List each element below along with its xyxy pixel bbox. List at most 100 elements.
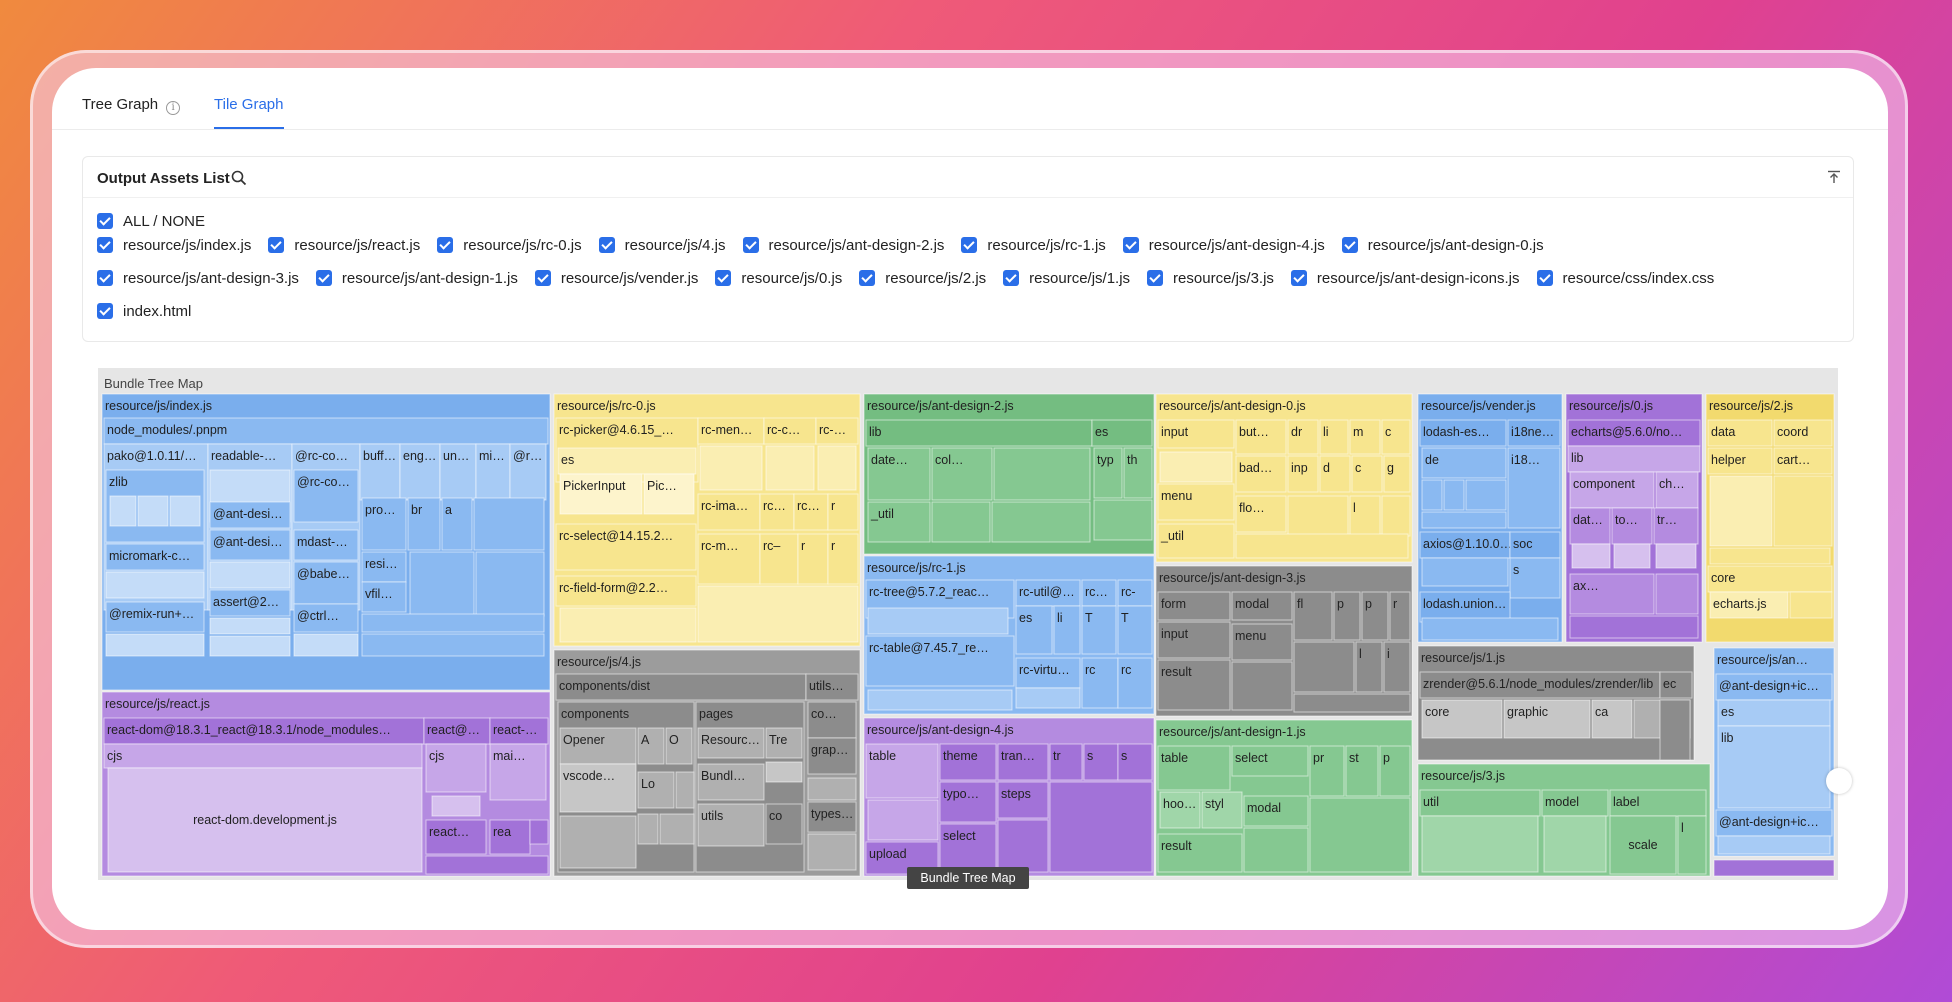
treemap-node[interactable] <box>697 727 765 759</box>
treemap-leaf[interactable] <box>1773 475 1833 547</box>
treemap-node[interactable] <box>1773 419 1833 447</box>
treemap-leaf[interactable] <box>1309 797 1411 873</box>
treemap-leaf[interactable] <box>807 777 857 801</box>
asset-checkbox[interactable]: resource/css/index.css <box>1536 270 1714 287</box>
treemap-node[interactable] <box>1677 815 1707 875</box>
treemap-node[interactable] <box>103 717 425 745</box>
treemap-node[interactable] <box>1015 657 1081 689</box>
treemap-leaf[interactable] <box>697 585 859 643</box>
treemap-node[interactable] <box>1015 605 1053 655</box>
treemap-leaf[interactable] <box>169 495 201 527</box>
treemap-node[interactable] <box>931 447 993 501</box>
treemap-leaf[interactable] <box>637 813 659 845</box>
treemap-node[interactable] <box>765 803 803 845</box>
checkbox-all-none[interactable]: ALL / NONE <box>97 213 205 230</box>
treemap-node[interactable] <box>1083 743 1119 781</box>
treemap-node[interactable] <box>1419 789 1541 817</box>
treemap-leaf[interactable] <box>293 633 359 657</box>
treemap-node[interactable] <box>209 529 291 561</box>
treemap-node[interactable] <box>439 443 477 501</box>
treemap-node[interactable] <box>1609 815 1677 875</box>
treemap-node[interactable] <box>865 635 1015 687</box>
treemap-node[interactable] <box>827 533 859 585</box>
treemap-node[interactable] <box>293 603 359 633</box>
treemap-leaf[interactable] <box>1287 495 1349 537</box>
treemap-leaf[interactable] <box>209 617 291 635</box>
treemap-node[interactable] <box>399 443 441 501</box>
treemap-node[interactable] <box>359 443 401 501</box>
treemap-leaf[interactable] <box>529 819 549 845</box>
treemap-node[interactable] <box>865 743 939 799</box>
treemap-node[interactable] <box>1609 789 1707 817</box>
asset-checkbox[interactable]: resource/js/4.js <box>598 237 726 254</box>
treemap-leaf[interactable] <box>209 635 291 657</box>
treemap-node[interactable] <box>209 589 291 617</box>
treemap-node[interactable] <box>1293 591 1333 641</box>
asset-checkbox[interactable]: resource/js/rc-0.js <box>437 237 582 254</box>
treemap-leaf[interactable] <box>209 561 291 589</box>
treemap-node[interactable] <box>765 727 803 759</box>
treemap-leaf[interactable] <box>559 607 697 643</box>
treemap-node[interactable] <box>1659 671 1693 699</box>
treemap-node[interactable] <box>1351 455 1383 493</box>
asset-checkbox[interactable]: resource/js/0.js <box>715 270 842 287</box>
treemap-node[interactable] <box>1709 591 1789 619</box>
treemap-node[interactable] <box>105 601 205 633</box>
treemap-node[interactable] <box>1421 447 1507 479</box>
treemap-node[interactable] <box>697 417 765 445</box>
treemap-leaf[interactable] <box>807 833 857 871</box>
treemap-node[interactable] <box>1383 641 1411 693</box>
treemap-leaf[interactable] <box>361 633 545 657</box>
treemap-node[interactable] <box>793 493 829 531</box>
treemap-node[interactable] <box>103 743 423 769</box>
search-icon[interactable] <box>230 169 248 187</box>
treemap-leaf[interactable] <box>137 495 169 527</box>
treemap-node[interactable] <box>1231 745 1309 777</box>
treemap-node[interactable] <box>555 575 697 607</box>
treemap-node[interactable] <box>1717 699 1831 727</box>
treemap-node[interactable] <box>1117 657 1153 709</box>
treemap-leaf[interactable] <box>1655 543 1697 569</box>
treemap-node[interactable] <box>1655 471 1699 509</box>
treemap-node[interactable] <box>1287 455 1319 493</box>
treemap-leaf[interactable] <box>765 761 803 783</box>
treemap-node[interactable] <box>1383 455 1411 493</box>
treemap-node[interactable] <box>559 763 637 813</box>
treemap-node[interactable] <box>827 493 859 531</box>
asset-checkbox[interactable]: resource/js/2.js <box>859 270 986 287</box>
treemap-leaf[interactable] <box>1709 475 1773 547</box>
treemap-leaf[interactable] <box>1015 687 1081 709</box>
treemap-leaf[interactable] <box>1717 835 1831 855</box>
treemap-node[interactable] <box>1157 621 1231 659</box>
treemap-node[interactable] <box>1715 809 1833 837</box>
treemap-node[interactable] <box>1507 419 1561 447</box>
asset-checkbox[interactable]: resource/js/vender.js <box>534 270 698 287</box>
treemap-node[interactable] <box>697 493 761 531</box>
treemap-leaf[interactable] <box>1243 827 1309 873</box>
treemap-node[interactable] <box>1419 591 1511 623</box>
treemap-node[interactable] <box>361 551 407 583</box>
treemap-node[interactable] <box>637 771 675 809</box>
treemap-node[interactable] <box>407 497 441 551</box>
treemap-node[interactable] <box>865 419 1093 447</box>
treemap-node[interactable] <box>1015 579 1081 607</box>
treemap-leaf[interactable] <box>765 445 815 491</box>
treemap-node[interactable] <box>1381 419 1411 455</box>
treemap-node[interactable] <box>1389 591 1411 641</box>
treemap-leaf[interactable] <box>559 815 637 869</box>
treemap-node[interactable] <box>1591 699 1633 739</box>
treemap-node[interactable] <box>1509 531 1561 559</box>
treemap-leaf[interactable] <box>675 771 695 809</box>
treemap-node[interactable] <box>665 727 693 765</box>
collapse-icon[interactable] <box>1825 168 1843 186</box>
treemap-node[interactable] <box>1243 795 1309 827</box>
treemap-node[interactable] <box>555 523 697 571</box>
treemap-node[interactable] <box>1349 419 1381 455</box>
treemap-node[interactable] <box>209 501 291 529</box>
treemap-node[interactable] <box>293 469 359 523</box>
treemap-node[interactable] <box>489 743 547 801</box>
treemap-node[interactable] <box>1345 745 1379 797</box>
treemap-node[interactable] <box>1611 507 1653 545</box>
scroll-edge-button[interactable] <box>1826 768 1852 794</box>
treemap-leaf[interactable] <box>1709 547 1831 565</box>
